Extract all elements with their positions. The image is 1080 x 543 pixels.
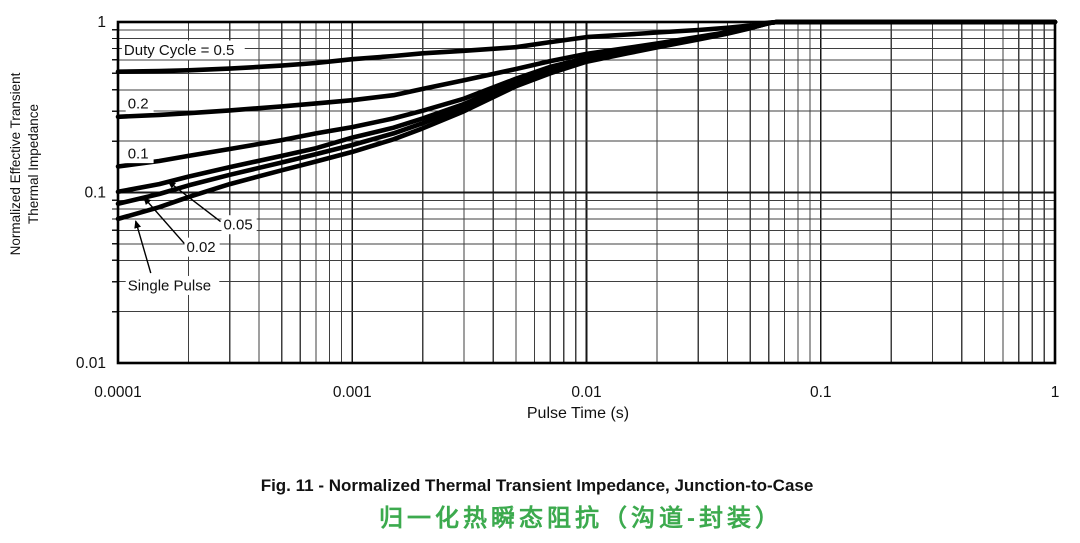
thermal-impedance-chart: Duty Cycle = 0.5 0.2 0.1 0.05 0.02 Single Pul… xyxy=(7,14,1059,422)
label-leader-arrow xyxy=(143,196,187,246)
curve-label-bg xyxy=(184,237,220,257)
curve-label: Single Pulse xyxy=(128,277,211,294)
y-tick-label: 0.01 xyxy=(76,355,106,372)
label-leader-arrow xyxy=(167,180,221,223)
curve-label: Duty Cycle = 0.5 xyxy=(124,42,234,59)
x-tick-label: 0.01 xyxy=(571,384,601,401)
chart-canvas: Duty Cycle = 0.5 0.2 0.1 0.05 0.02 Single Pul… xyxy=(76,14,1059,401)
label-leader-arrow xyxy=(134,220,152,274)
curve-label-bg xyxy=(125,144,154,164)
x-axis-title: Pulse Time (s) xyxy=(526,405,630,422)
curve-label-bg xyxy=(125,93,154,113)
curve-label: 0.05 xyxy=(223,217,252,234)
y-tick-label: 1 xyxy=(97,14,106,31)
y-tick-label: 0.1 xyxy=(84,185,106,202)
impedance-curves xyxy=(115,19,1058,222)
curve-labels: Duty Cycle = 0.5 0.2 0.1 0.05 0.02 Single Pul… xyxy=(121,40,257,295)
curve-label-bg xyxy=(121,40,245,60)
x-tick-label: 1 xyxy=(1051,384,1060,401)
grid-lines xyxy=(118,22,1055,363)
curve-label: 0.02 xyxy=(186,239,215,256)
y-axis-title: Normalized Effective Transient Thermal I… xyxy=(7,16,45,312)
tick-labels: 0.0001 0.001 0.01 0.1 1 1 0.1 0.01 xyxy=(76,14,1059,401)
curve-label: 0.1 xyxy=(128,146,149,163)
figure-caption: Fig. 11 - Normalized Thermal Transient I… xyxy=(260,476,814,495)
curve-label-bg xyxy=(221,215,257,235)
x-tick-label: 0.0001 xyxy=(94,384,141,401)
y-axis-title-line2: Thermal Impedance xyxy=(25,103,41,225)
x-tick-label: 0.001 xyxy=(333,384,372,401)
curve-single-pulse xyxy=(115,19,1058,222)
figure-caption-chinese: 归一化热瞬态阻抗（沟道-封装） xyxy=(379,505,783,532)
y-axis-title-line1: Normalized Effective Transient xyxy=(8,72,23,256)
x-tick-label: 0.1 xyxy=(810,384,832,401)
curve-label-bg xyxy=(125,275,220,295)
curve-label: 0.2 xyxy=(128,95,149,112)
